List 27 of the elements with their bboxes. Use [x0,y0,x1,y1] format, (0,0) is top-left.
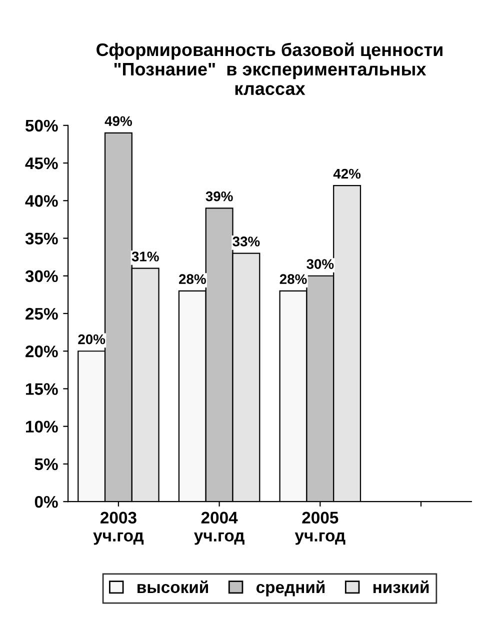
data-label: 39% [206,191,233,202]
y-tick-label: 45% [25,157,58,170]
data-label: 28% [280,274,307,284]
data-label: 31% [132,252,159,262]
data-label: 49% [104,116,132,126]
data-label: 42% [333,168,361,179]
x-tick-label: 2004 уч.год [194,512,244,545]
y-tick-label: 0% [34,496,58,508]
y-tick-label: 30% [25,270,58,282]
x-tick-label: 2005 уч.год [294,512,346,545]
y-tick-label: 35% [25,232,58,244]
y-tick-label: 20% [26,346,58,358]
data-label: 20% [78,334,106,344]
y-tick-label: 40% [25,195,58,207]
y-tick-label: 15% [26,383,58,395]
legend-label: низкий [373,580,429,594]
y-tick-label: 5% [34,458,58,470]
y-tick-label: 25% [26,308,58,320]
chart-title: Сформированность базовой ценности "Познание" в экспериментальных классах [96,42,442,96]
data-label: 30% [306,259,334,269]
data-label: 28% [179,274,206,284]
legend-label: средний [256,580,325,596]
y-tick-label: 10% [26,420,58,433]
legend-label: высокий [138,580,208,594]
y-tick-label: 50% [25,120,58,132]
data-label: 33% [232,236,260,246]
x-tick-label: 2003 уч.год [93,512,144,545]
